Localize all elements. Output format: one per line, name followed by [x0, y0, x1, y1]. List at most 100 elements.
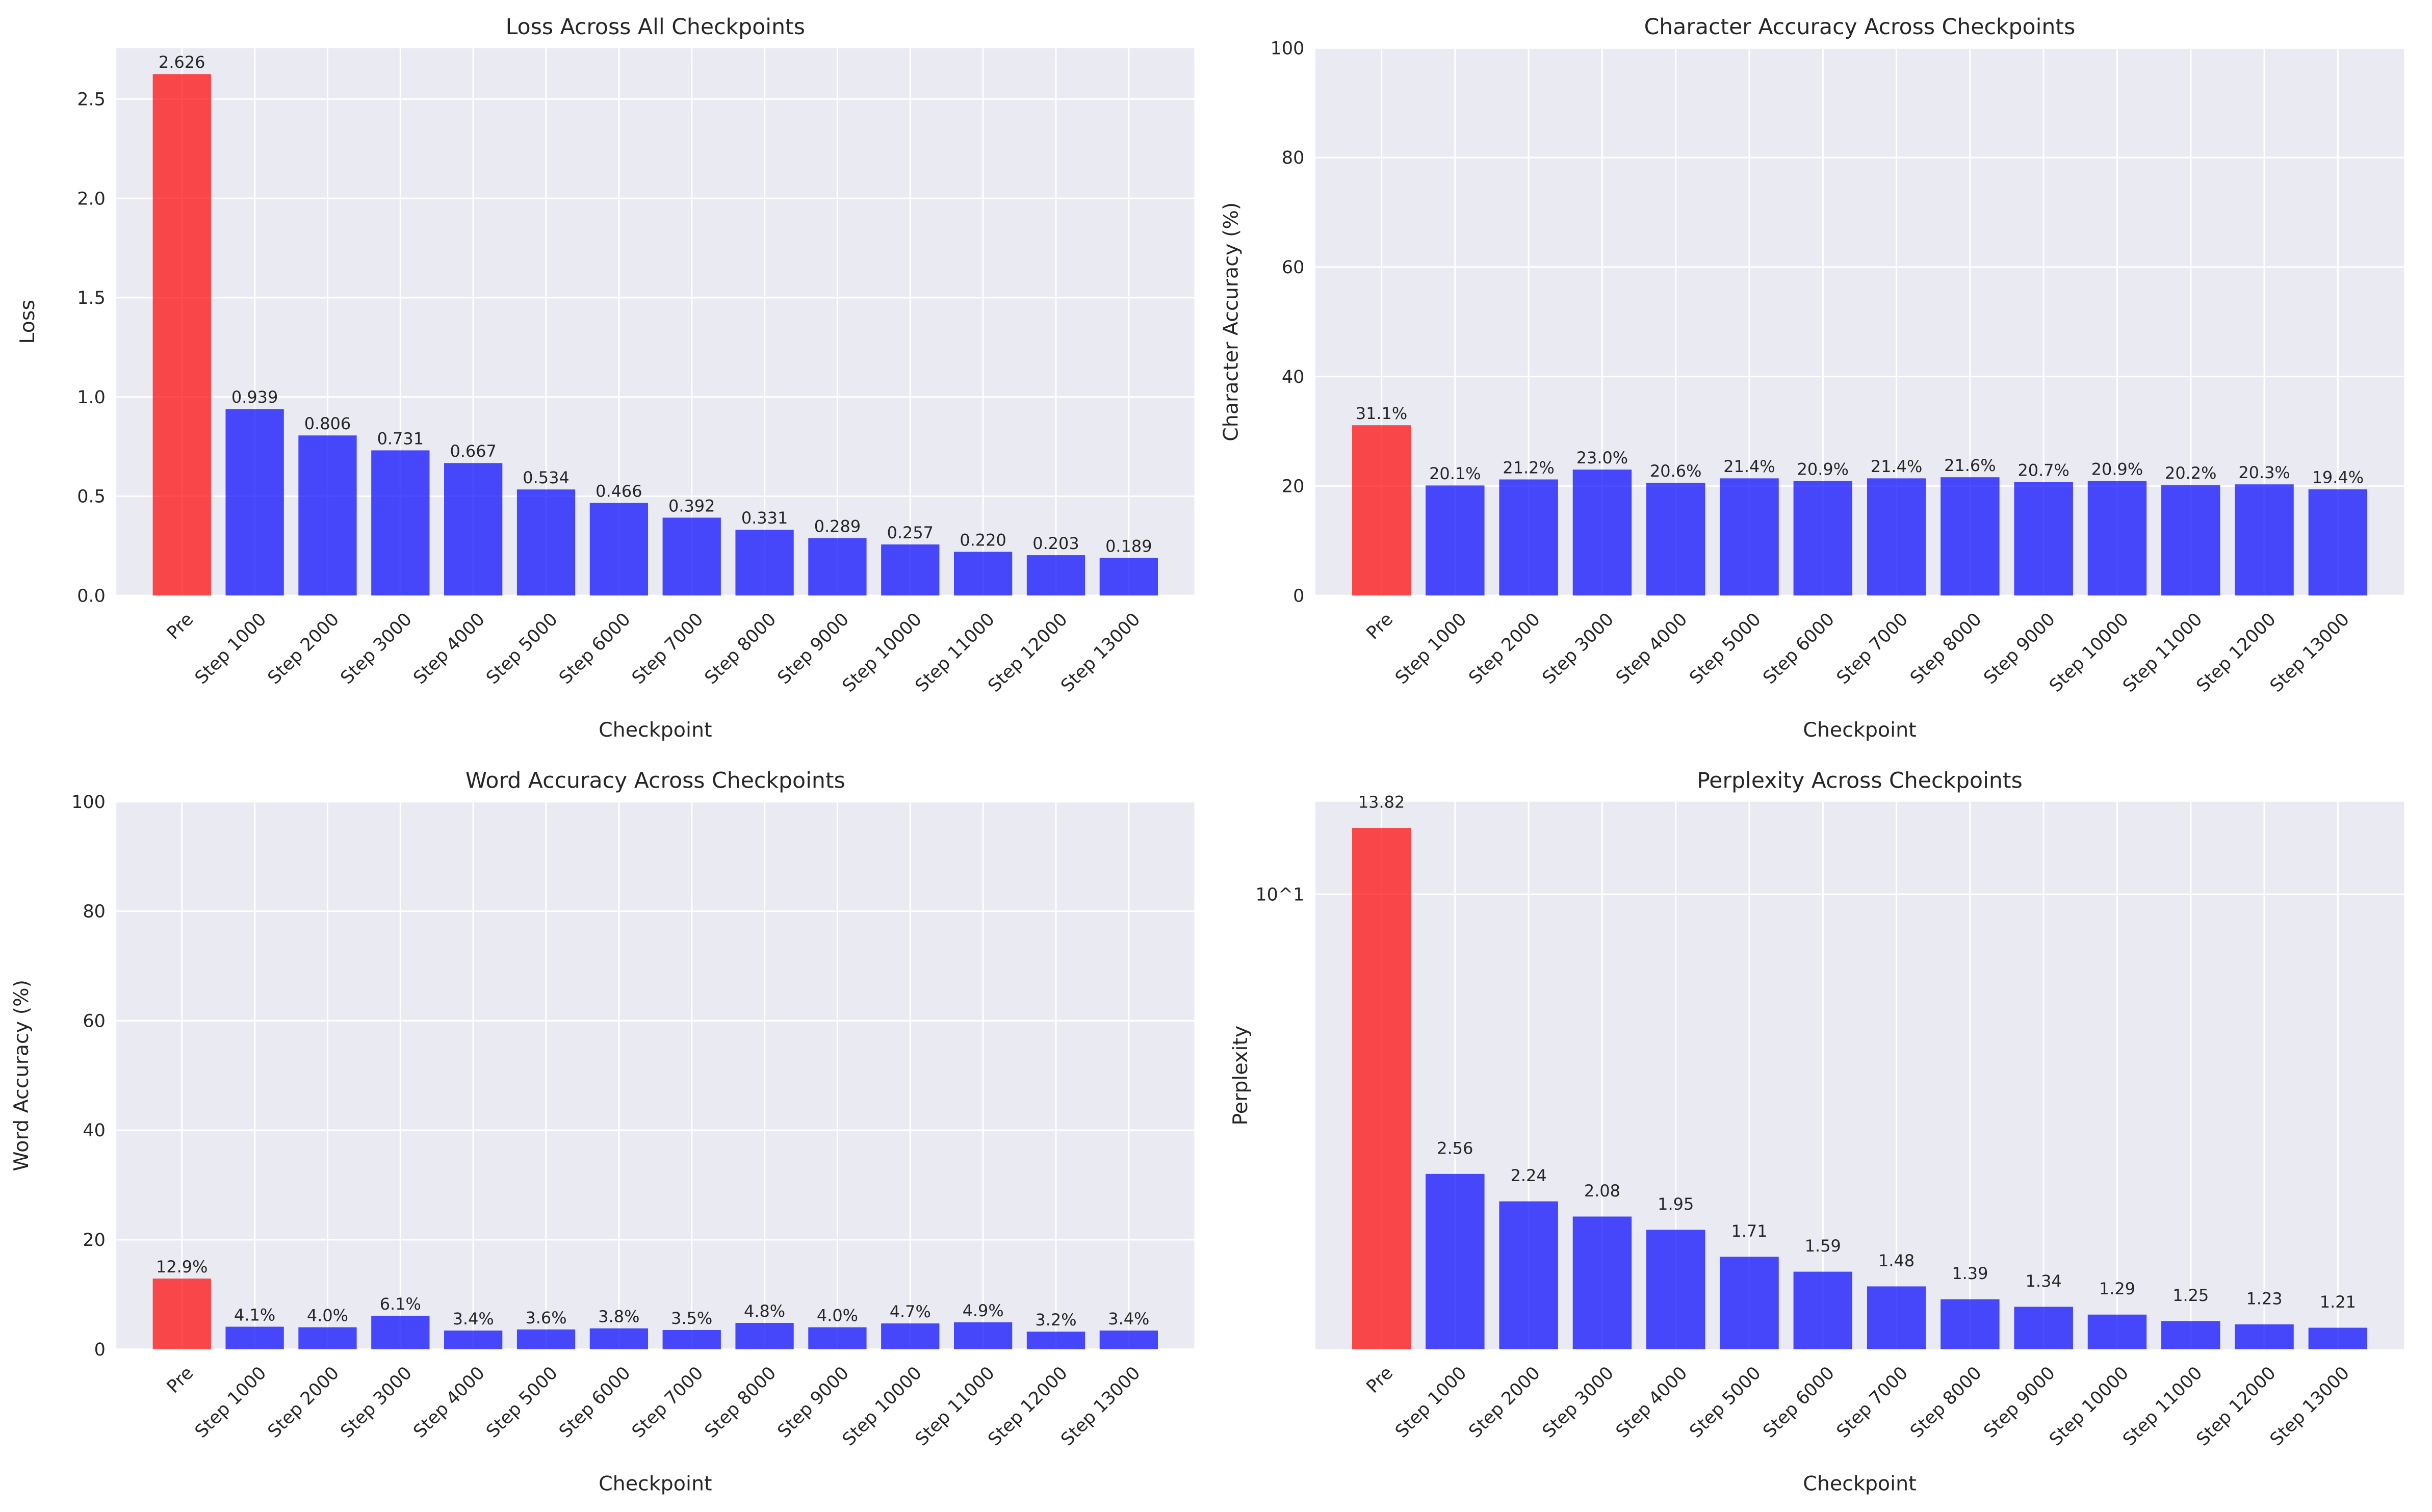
x-tick-label: Step 5000: [482, 609, 561, 688]
x-tick-label: Step 3000: [1539, 1363, 1618, 1442]
x-tick-label: Step 6000: [1760, 609, 1839, 688]
y-axis-label: Perplexity: [1229, 1026, 1252, 1126]
bar-step-9000: [2014, 1307, 2073, 1349]
bar-step-3000: [1572, 1216, 1632, 1349]
data-label: 31.1%: [1356, 404, 1407, 423]
x-tick-label: Step 3000: [337, 609, 416, 688]
data-label: 0.534: [523, 468, 569, 487]
y-tick-label: 20: [83, 1230, 105, 1250]
bar-step-11000: [953, 552, 1013, 596]
x-tick-label: Step 5000: [1686, 1363, 1765, 1442]
y-tick-label: 40: [1282, 367, 1305, 387]
bar-step-2000: [298, 435, 357, 596]
bar-step-11000: [2161, 1321, 2220, 1349]
data-label: 4.9%: [963, 1301, 1004, 1320]
bar-step-6000: [1793, 481, 1853, 596]
data-label: 3.2%: [1035, 1310, 1076, 1329]
bar-step-1000: [225, 1326, 284, 1349]
x-tick-label: Step 2000: [264, 1363, 343, 1442]
bar-step-1000: [1426, 485, 1485, 596]
x-tick-label: Step 8000: [1906, 1363, 1985, 1442]
data-label: 1.21: [2320, 1292, 2356, 1312]
x-tick-label: Step 7000: [628, 609, 707, 688]
data-label: 1.39: [1952, 1264, 1988, 1283]
bar-step-12000: [2235, 484, 2294, 596]
bar-step-3000: [371, 1316, 430, 1349]
plot-area: [1315, 48, 2404, 596]
x-tick-label: Step 8000: [1906, 609, 1985, 688]
y-tick-label: 80: [1282, 148, 1305, 168]
y-tick-label: 1.5: [77, 288, 106, 308]
data-label: 1.29: [2099, 1279, 2135, 1298]
data-label: 1.71: [1731, 1221, 1767, 1241]
bar-step-7000: [1867, 1286, 1926, 1349]
y-tick-label: 0.0: [77, 586, 106, 606]
data-label: 1.23: [2246, 1289, 2282, 1308]
bar-step-2000: [1499, 479, 1558, 596]
x-tick-label: Step 13000: [2266, 609, 2353, 696]
y-tick-label: 0.5: [77, 487, 106, 507]
data-label: 4.8%: [744, 1301, 785, 1321]
x-axis-label: Checkpoint: [1803, 718, 1916, 742]
data-label: 1.34: [2026, 1271, 2062, 1291]
data-label: 3.4%: [1108, 1309, 1149, 1328]
data-label: 4.0%: [307, 1306, 348, 1325]
bar-pre: [152, 1279, 211, 1349]
x-tick-label: Step 6000: [555, 1363, 634, 1442]
bar-step-7000: [1867, 478, 1926, 596]
data-label: 21.6%: [1944, 456, 1996, 475]
data-label: 20.6%: [1650, 461, 1701, 481]
chart-title: Perplexity Across Checkpoints: [1697, 768, 2023, 793]
x-tick-label: Step 4000: [409, 1363, 488, 1442]
data-label: 0.466: [596, 481, 642, 501]
data-label: 0.189: [1105, 536, 1152, 556]
bar-step-8000: [735, 1323, 794, 1349]
x-tick-label: Pre: [163, 1363, 198, 1397]
bar-step-11000: [2161, 485, 2220, 596]
bar-step-6000: [1793, 1271, 1853, 1349]
x-tick-label: Pre: [1363, 609, 1398, 644]
data-label: 3.4%: [453, 1309, 494, 1328]
data-label: 0.289: [814, 516, 861, 536]
data-label: 0.667: [450, 441, 496, 461]
x-tick-label: Step 1000: [191, 609, 270, 688]
x-tick-label: Step 7000: [1833, 1363, 1912, 1442]
data-label: 20.7%: [2017, 461, 2069, 480]
data-label: 20.9%: [2091, 460, 2143, 479]
bar-step-2000: [298, 1327, 357, 1349]
x-tick-label: Step 2000: [264, 609, 343, 688]
x-tick-label: Step 9000: [1980, 1363, 2059, 1442]
bar-step-13000: [1099, 1331, 1158, 1349]
bar-step-12000: [1026, 555, 1085, 596]
data-label: 0.203: [1032, 534, 1079, 553]
x-tick-label: Step 8000: [701, 609, 780, 688]
x-axis-label: Checkpoint: [599, 1472, 712, 1495]
bar-step-10000: [2087, 481, 2147, 596]
bar-step-12000: [1026, 1332, 1085, 1349]
data-label: 3.8%: [598, 1307, 639, 1326]
x-tick-label: Step 12000: [2193, 1363, 2280, 1450]
y-axis-label: Loss: [16, 300, 39, 344]
bar-step-9000: [808, 538, 867, 596]
x-tick-label: Step 2000: [1465, 609, 1544, 688]
x-tick-label: Step 4000: [1612, 609, 1691, 688]
bar-step-4000: [1646, 1230, 1705, 1349]
x-tick-label: Step 1000: [191, 1363, 270, 1442]
data-label: 6.1%: [380, 1294, 421, 1314]
x-tick-label: Step 9000: [774, 609, 853, 688]
y-tick-label: 80: [83, 902, 105, 922]
data-label: 0.257: [887, 523, 934, 542]
bar-step-3000: [1572, 470, 1632, 596]
data-label: 3.5%: [671, 1309, 712, 1328]
data-label: 1.95: [1658, 1194, 1694, 1214]
bar-step-9000: [808, 1327, 867, 1349]
x-axis-label: Checkpoint: [599, 718, 712, 742]
x-tick-label: Step 3000: [1539, 609, 1618, 688]
x-tick-label: Step 6000: [1760, 1363, 1839, 1442]
bar-step-10000: [881, 1323, 940, 1349]
subplot-1: 0.0 0.5 1.0 1.5 2.0 2.5 2.626 Pre 0.939 Step 1000…: [16, 14, 1195, 742]
x-tick-label: Step 11000: [2119, 609, 2206, 696]
x-tick-label: Step 11000: [2119, 1363, 2206, 1450]
y-tick-label: 60: [1282, 257, 1305, 278]
